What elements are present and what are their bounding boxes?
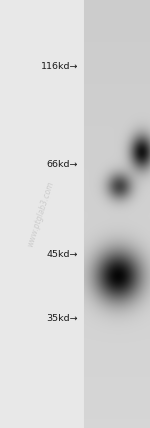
Text: www.ptglab3.com: www.ptglab3.com [26, 180, 55, 248]
Text: 45kd→: 45kd→ [46, 250, 78, 259]
Text: 116kd→: 116kd→ [40, 62, 78, 71]
Text: 35kd→: 35kd→ [46, 314, 78, 324]
Text: 66kd→: 66kd→ [46, 160, 78, 169]
